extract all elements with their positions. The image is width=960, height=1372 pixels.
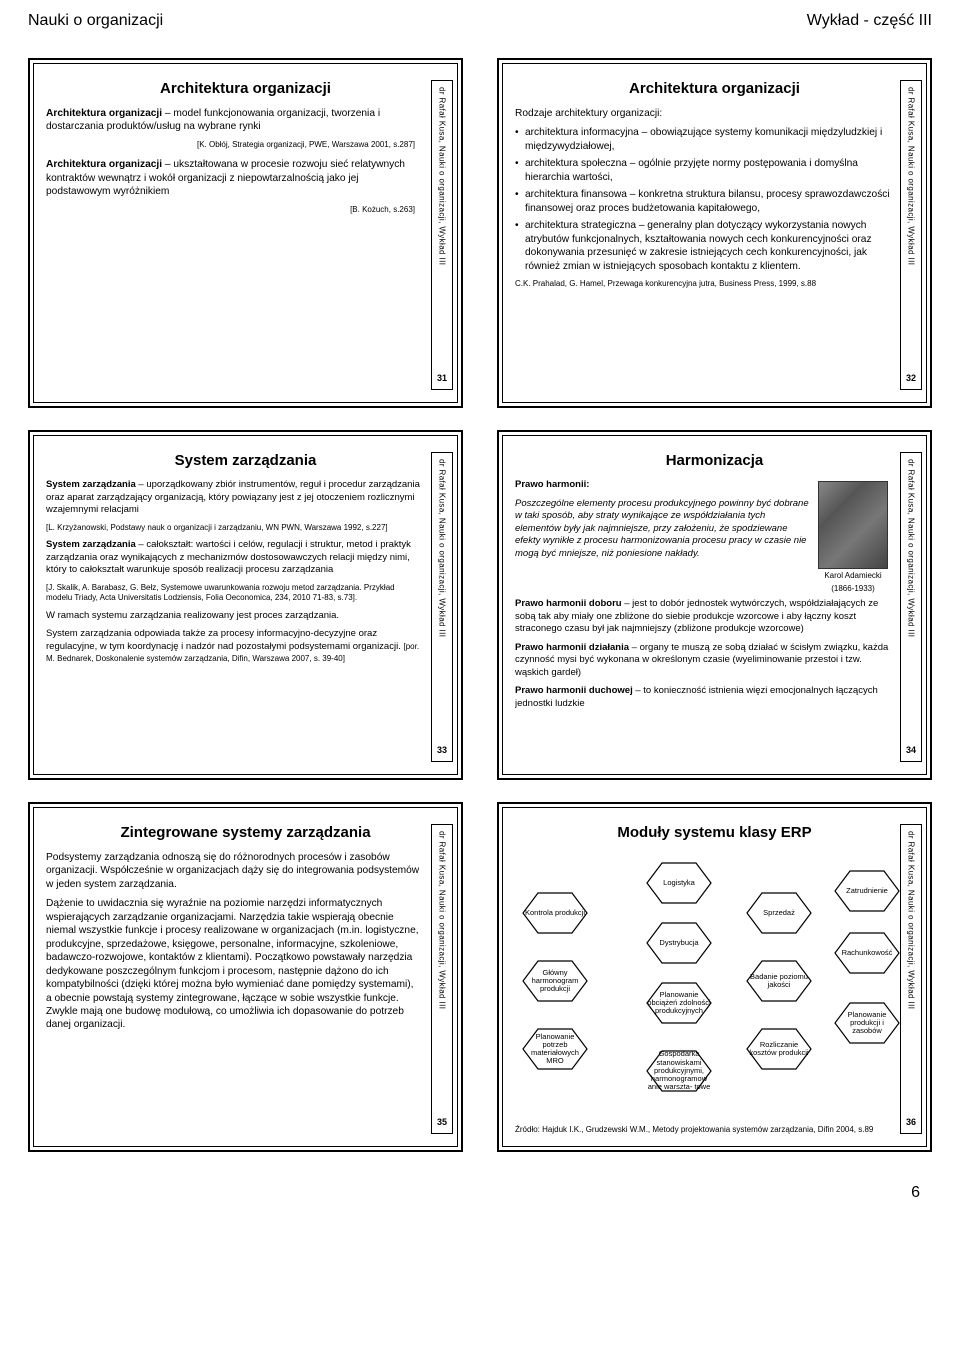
erp-node: Planowanie potrzeb materiałowych MRO [521, 1027, 589, 1071]
slide-title: Architektura organizacji [46, 80, 445, 97]
page-header: Nauki o organizacji Wykład - część III [0, 0, 960, 36]
erp-node: Badanie poziomu jakości [745, 959, 813, 1003]
header-left: Nauki o organizacji [28, 12, 163, 30]
slide-body: Podsystemy zarządzania odnoszą się do ró… [46, 851, 445, 1134]
erp-diagram: Kontrola produkcjiLogistykaSprzedażZatru… [515, 851, 890, 1111]
slide-body: System zarządzania – uporządkowany zbiór… [46, 479, 445, 762]
slide-title: Moduły systemu klasy ERP [515, 824, 914, 841]
erp-node: Logistyka [645, 861, 713, 905]
slide-32: Architektura organizacji Rodzaje archite… [497, 58, 932, 408]
slide-36: Moduły systemu klasy ERP Kontrola produk… [497, 802, 932, 1152]
slide-34: Harmonizacja Karol Adamiecki (1866-1933)… [497, 430, 932, 780]
slide-31: Architektura organizacji Architektura or… [28, 58, 463, 408]
slide-title: Architektura organizacji [515, 80, 914, 97]
page-number: 6 [911, 1184, 920, 1201]
erp-node: Kontrola produkcji [521, 891, 589, 935]
erp-node: Planowanie produkcji i zasobów [833, 1001, 901, 1045]
portrait-image [818, 481, 888, 569]
slide-33: System zarządzania System zarządzania – … [28, 430, 463, 780]
sidebar: dr Rafał Kusa, Nauki o organizacji, Wykł… [900, 80, 922, 390]
sidebar: dr Rafał Kusa, Nauki o organizacji, Wykł… [900, 824, 922, 1134]
sidebar: dr Rafał Kusa, Nauki o organizacji, Wykł… [431, 80, 453, 390]
erp-node: Gospodarka stanowiskami produkcyjnymi, h… [645, 1049, 713, 1093]
erp-node: Dystrybucja [645, 921, 713, 965]
erp-node: Rozliczanie kosztów produkcji [745, 1027, 813, 1071]
slide-35: Zintegrowane systemy zarządzania Podsyst… [28, 802, 463, 1152]
slide-title: Harmonizacja [515, 452, 914, 469]
slide-body: Kontrola produkcji Logistyka Sprzedaż Zatru… [515, 851, 914, 1134]
portrait: Karol Adamiecki (1866-1933) [816, 481, 890, 594]
header-right: Wykład - część III [807, 12, 932, 30]
sidebar: dr Rafał Kusa, Nauki o organizacji, Wykł… [900, 452, 922, 762]
sidebar: dr Rafał Kusa, Nauki o organizacji, Wykł… [431, 452, 453, 762]
slides-grid: Architektura organizacji Architektura or… [0, 36, 960, 1174]
erp-node: Rachunkowość [833, 931, 901, 975]
page-footer: 6 [0, 1174, 960, 1222]
slide-title: Zintegrowane systemy zarządzania [46, 824, 445, 841]
slide-title: System zarządzania [46, 452, 445, 469]
slide-body: Architektura organizacji – model funkcjo… [46, 107, 445, 390]
erp-node: Planowanie obciążeń zdolności produkcyjn… [645, 981, 713, 1025]
erp-node: Zatrudnienie [833, 869, 901, 913]
slide-body: Karol Adamiecki (1866-1933) Prawo harmon… [515, 479, 914, 762]
slide-body: Rodzaje architektury organizacji: archit… [515, 107, 914, 390]
erp-node: Sprzedaż [745, 891, 813, 935]
erp-node: Główny harmonogram produkcji [521, 959, 589, 1003]
sidebar: dr Rafał Kusa, Nauki o organizacji, Wykł… [431, 824, 453, 1134]
